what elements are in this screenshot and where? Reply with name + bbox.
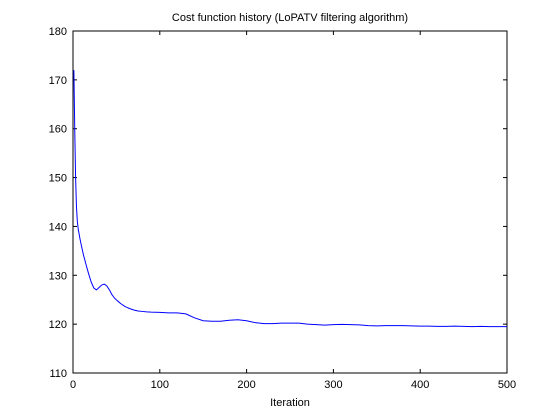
y-tick-label: 120 xyxy=(49,319,67,331)
x-tick-label: 100 xyxy=(151,379,169,391)
y-tick-label: 150 xyxy=(49,173,67,185)
x-tick-label: 500 xyxy=(498,379,516,391)
x-axis-label: Iteration xyxy=(270,397,310,409)
y-tick-label: 130 xyxy=(49,270,67,282)
x-tick-label: 200 xyxy=(237,379,255,391)
series-layer xyxy=(73,70,507,328)
y-tick-label: 170 xyxy=(49,75,67,87)
x-tick-label: 0 xyxy=(70,379,76,391)
series-line-1 xyxy=(73,70,507,328)
x-tick-label: 400 xyxy=(411,379,429,391)
axes-box xyxy=(72,30,508,374)
y-tick-label: 180 xyxy=(49,26,67,38)
y-tick-label: 110 xyxy=(49,368,67,380)
y-tick-label: 160 xyxy=(49,124,67,136)
x-tick-label: 300 xyxy=(324,379,342,391)
plot-area xyxy=(72,30,508,374)
y-tick-label: 140 xyxy=(49,221,67,233)
chart-title: Cost function history (LoPATV filtering … xyxy=(172,12,408,24)
y-axis-ticks: 110 120 130 140 150 160 170 180 xyxy=(49,26,507,380)
x-axis-ticks: 0 100 200 300 400 500 xyxy=(70,31,516,391)
